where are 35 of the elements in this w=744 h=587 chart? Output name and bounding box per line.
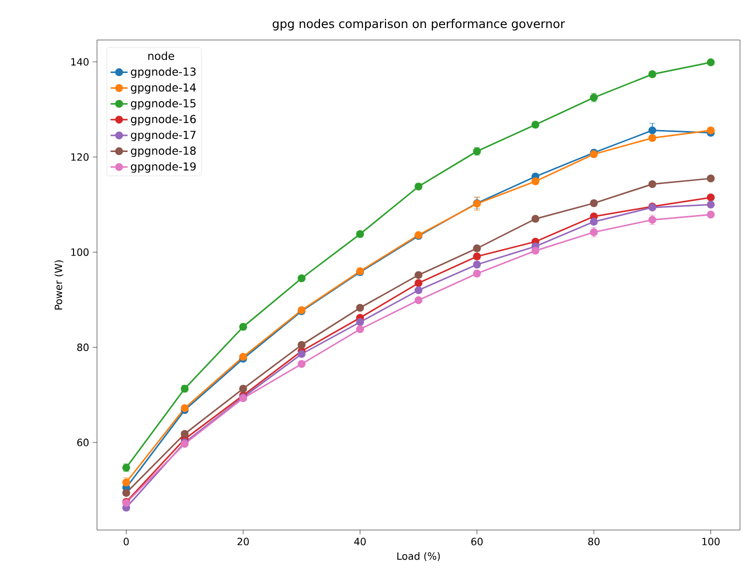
- y-axis-title: Power (W): [54, 260, 64, 310]
- point: [298, 350, 306, 358]
- y-tick-label: 60: [77, 438, 89, 446]
- y-tick-label: 140: [71, 58, 89, 66]
- point: [239, 384, 248, 393]
- point: [414, 296, 422, 304]
- y-tick-label: 100: [71, 248, 89, 256]
- legend-label: gpgnode-19: [130, 162, 196, 173]
- x-tick-label: 40: [354, 538, 366, 546]
- x-tick-label: 20: [238, 538, 249, 546]
- point: [356, 304, 364, 312]
- point: [648, 126, 656, 134]
- y-tick-label: 120: [71, 153, 89, 161]
- legend-label: gpgnode-18: [130, 146, 196, 157]
- x-tick-label: 0: [124, 538, 129, 546]
- x-tick-label: 80: [588, 538, 600, 546]
- x-tick-label: 60: [471, 538, 483, 546]
- legend-label: gpgnode-17: [130, 130, 196, 142]
- chart-title: gpg nodes comparison on performance governor: [272, 18, 566, 30]
- point: [180, 430, 189, 438]
- point: [356, 318, 364, 326]
- legend-label: gpgnode-14: [130, 83, 196, 94]
- legend-label: gpgnode-15: [130, 98, 196, 110]
- point: [298, 274, 306, 282]
- legend-label: gpgnode-13: [130, 67, 196, 78]
- point: [531, 177, 540, 186]
- legend-title: node: [148, 52, 174, 60]
- x-tick-label: 100: [702, 538, 720, 546]
- point: [122, 488, 130, 497]
- point: [531, 246, 540, 255]
- x-axis-title: Load (%): [397, 552, 440, 562]
- y-tick-label: 80: [77, 344, 89, 352]
- point: [298, 341, 306, 349]
- point: [356, 325, 364, 334]
- legend-label: gpgnode-16: [130, 114, 196, 126]
